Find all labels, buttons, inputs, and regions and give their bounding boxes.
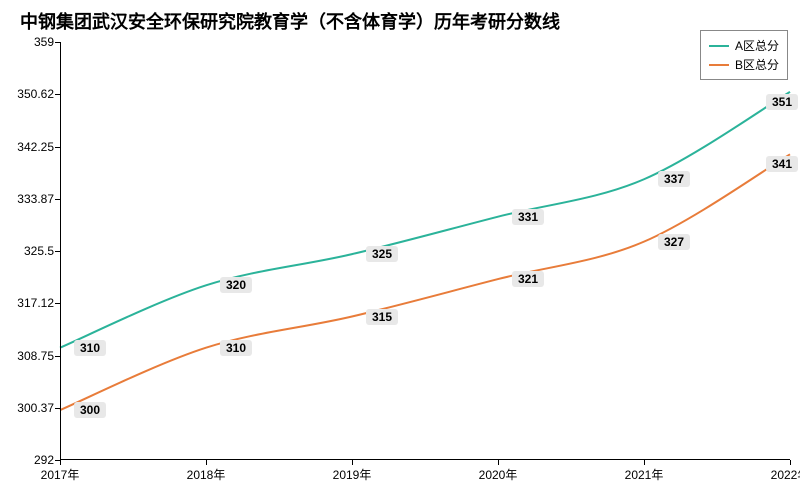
y-tick-label: 333.87	[17, 192, 60, 206]
data-point-label: 325	[366, 246, 398, 262]
series-line	[60, 92, 790, 348]
data-point-label: 300	[74, 402, 106, 418]
data-point-label: 321	[512, 271, 544, 287]
data-point-label: 337	[658, 171, 690, 187]
x-tick-label: 2022年	[771, 460, 800, 483]
x-tick-label: 2019年	[333, 460, 372, 483]
x-tick-label: 2021年	[625, 460, 664, 483]
data-point-label: 315	[366, 309, 398, 325]
y-tick-label: 308.75	[17, 349, 60, 363]
line-layer	[60, 42, 790, 460]
x-tick-label: 2020年	[479, 460, 518, 483]
y-tick-label: 350.62	[17, 87, 60, 101]
legend-item: B区总分	[709, 56, 779, 73]
series-line	[60, 154, 790, 410]
chart-container: 中钢集团武汉安全环保研究院教育学（不含体育学）历年考研分数线 A区总分B区总分 …	[0, 0, 800, 500]
y-axis	[60, 42, 61, 460]
legend-swatch	[709, 64, 729, 66]
y-tick-label: 317.12	[17, 296, 60, 310]
data-point-label: 310	[74, 340, 106, 356]
data-point-label: 341	[766, 156, 798, 172]
plot-area: 292300.37308.75317.12325.5333.87342.2535…	[60, 42, 790, 460]
data-point-label: 310	[220, 340, 252, 356]
x-axis	[60, 459, 790, 460]
y-tick-label: 359	[34, 35, 60, 49]
chart-title: 中钢集团武汉安全环保研究院教育学（不含体育学）历年考研分数线	[20, 8, 560, 34]
y-tick-label: 325.5	[24, 244, 60, 258]
x-tick-label: 2018年	[187, 460, 226, 483]
data-point-label: 320	[220, 277, 252, 293]
legend-swatch	[709, 45, 729, 47]
x-tick-label: 2017年	[41, 460, 80, 483]
data-point-label: 327	[658, 234, 690, 250]
y-tick-label: 300.37	[17, 401, 60, 415]
data-point-label: 331	[512, 209, 544, 225]
chart-legend: A区总分 B区总分	[700, 30, 788, 80]
legend-item: A区总分	[709, 37, 779, 54]
legend-label: B区总分	[735, 56, 779, 73]
y-tick-label: 342.25	[17, 140, 60, 154]
legend-label: A区总分	[735, 37, 779, 54]
data-point-label: 351	[766, 94, 798, 110]
